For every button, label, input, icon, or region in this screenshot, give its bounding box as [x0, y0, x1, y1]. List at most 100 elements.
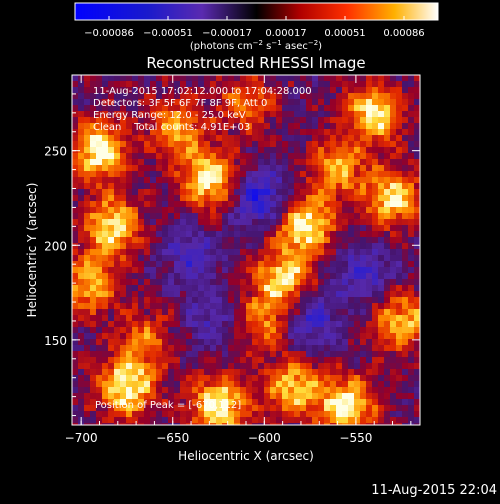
heatmap-cell	[168, 303, 174, 309]
heatmap-cell	[378, 219, 384, 225]
heatmap-cell	[282, 189, 288, 195]
heatmap-cell	[156, 141, 162, 147]
heatmap-cell	[252, 321, 258, 327]
heatmap-cell	[390, 213, 396, 219]
heatmap-cell	[210, 393, 216, 399]
heatmap-cell	[324, 105, 330, 111]
heatmap-cell	[84, 141, 90, 147]
heatmap-cell	[144, 249, 150, 255]
heatmap-cell	[84, 117, 90, 123]
heatmap-cell	[108, 357, 114, 363]
heatmap-cell	[84, 87, 90, 93]
heatmap-cell	[204, 81, 210, 87]
heatmap-cell	[222, 375, 228, 381]
heatmap-cell	[276, 375, 282, 381]
heatmap-cell	[210, 345, 216, 351]
heatmap-cell	[342, 201, 348, 207]
heatmap-cell	[354, 213, 360, 219]
heatmap-cell	[366, 285, 372, 291]
heatmap-cell	[234, 345, 240, 351]
heatmap-cell	[276, 147, 282, 153]
heatmap-cell	[222, 99, 228, 105]
heatmap-cell	[396, 81, 402, 87]
heatmap-cell	[258, 243, 264, 249]
heatmap-cell	[186, 417, 192, 423]
heatmap-cell	[342, 405, 348, 411]
heatmap-cell	[90, 333, 96, 339]
heatmap-cell	[240, 417, 246, 423]
heatmap-cell	[288, 405, 294, 411]
heatmap-cell	[120, 291, 126, 297]
heatmap-cell	[348, 213, 354, 219]
heatmap-cell	[78, 123, 84, 129]
heatmap-cell	[162, 117, 168, 123]
heatmap-cell	[324, 153, 330, 159]
heatmap-cell	[288, 225, 294, 231]
heatmap-cell	[150, 129, 156, 135]
heatmap-cell	[162, 423, 168, 425]
heatmap-cell	[192, 225, 198, 231]
heatmap-cell	[324, 255, 330, 261]
heatmap-cell	[408, 249, 414, 255]
heatmap-cell	[408, 87, 414, 93]
heatmap-cell	[342, 195, 348, 201]
heatmap-cell	[132, 189, 138, 195]
heatmap-cell	[372, 273, 378, 279]
heatmap-cell	[90, 171, 96, 177]
heatmap-cell	[390, 81, 396, 87]
heatmap-cell	[222, 81, 228, 87]
heatmap-cell	[258, 327, 264, 333]
heatmap-cell	[318, 171, 324, 177]
heatmap-cell	[354, 195, 360, 201]
heatmap-cell	[192, 123, 198, 129]
heatmap-cell	[396, 225, 402, 231]
heatmap-cell	[108, 363, 114, 369]
heatmap-cell	[402, 321, 408, 327]
heatmap-cell	[198, 117, 204, 123]
heatmap-cell	[204, 75, 210, 81]
heatmap-cell	[228, 147, 234, 153]
heatmap-cell	[78, 327, 84, 333]
heatmap-cell	[90, 159, 96, 165]
heatmap-cell	[372, 351, 378, 357]
heatmap-cell	[168, 111, 174, 117]
heatmap-cell	[252, 369, 258, 375]
heatmap-cell	[204, 339, 210, 345]
heatmap-cell	[90, 219, 96, 225]
heatmap-cell	[282, 81, 288, 87]
heatmap-cell	[336, 75, 342, 81]
heatmap-cell	[162, 285, 168, 291]
heatmap-cell	[150, 99, 156, 105]
heatmap-cell	[354, 375, 360, 381]
heatmap-cell	[78, 273, 84, 279]
heatmap-cell	[396, 135, 402, 141]
heatmap-cell	[276, 81, 282, 87]
heatmap-cell	[192, 273, 198, 279]
heatmap-cell	[360, 285, 366, 291]
heatmap-cell	[318, 417, 324, 423]
heatmap-cell	[234, 285, 240, 291]
heatmap-cell	[372, 327, 378, 333]
heatmap-cell	[168, 183, 174, 189]
heatmap-cell	[390, 339, 396, 345]
heatmap-cell	[246, 411, 252, 417]
heatmap-cell	[150, 291, 156, 297]
heatmap-cell	[138, 339, 144, 345]
heatmap-cell	[168, 165, 174, 171]
heatmap-cell	[258, 309, 264, 315]
heatmap-cell	[96, 225, 102, 231]
heatmap-cell	[234, 321, 240, 327]
heatmap-cell	[228, 153, 234, 159]
heatmap-cell	[222, 147, 228, 153]
colorbar-tick-label: 0.00017	[265, 28, 306, 39]
heatmap-cell	[360, 183, 366, 189]
heatmap-cell	[336, 195, 342, 201]
heatmap-cell	[72, 93, 78, 99]
heatmap-cell	[90, 243, 96, 249]
heatmap-cell	[138, 303, 144, 309]
heatmap-cell	[306, 387, 312, 393]
heatmap-cell	[234, 171, 240, 177]
heatmap-cell	[252, 147, 258, 153]
heatmap-cell	[360, 111, 366, 117]
heatmap-cell	[306, 201, 312, 207]
